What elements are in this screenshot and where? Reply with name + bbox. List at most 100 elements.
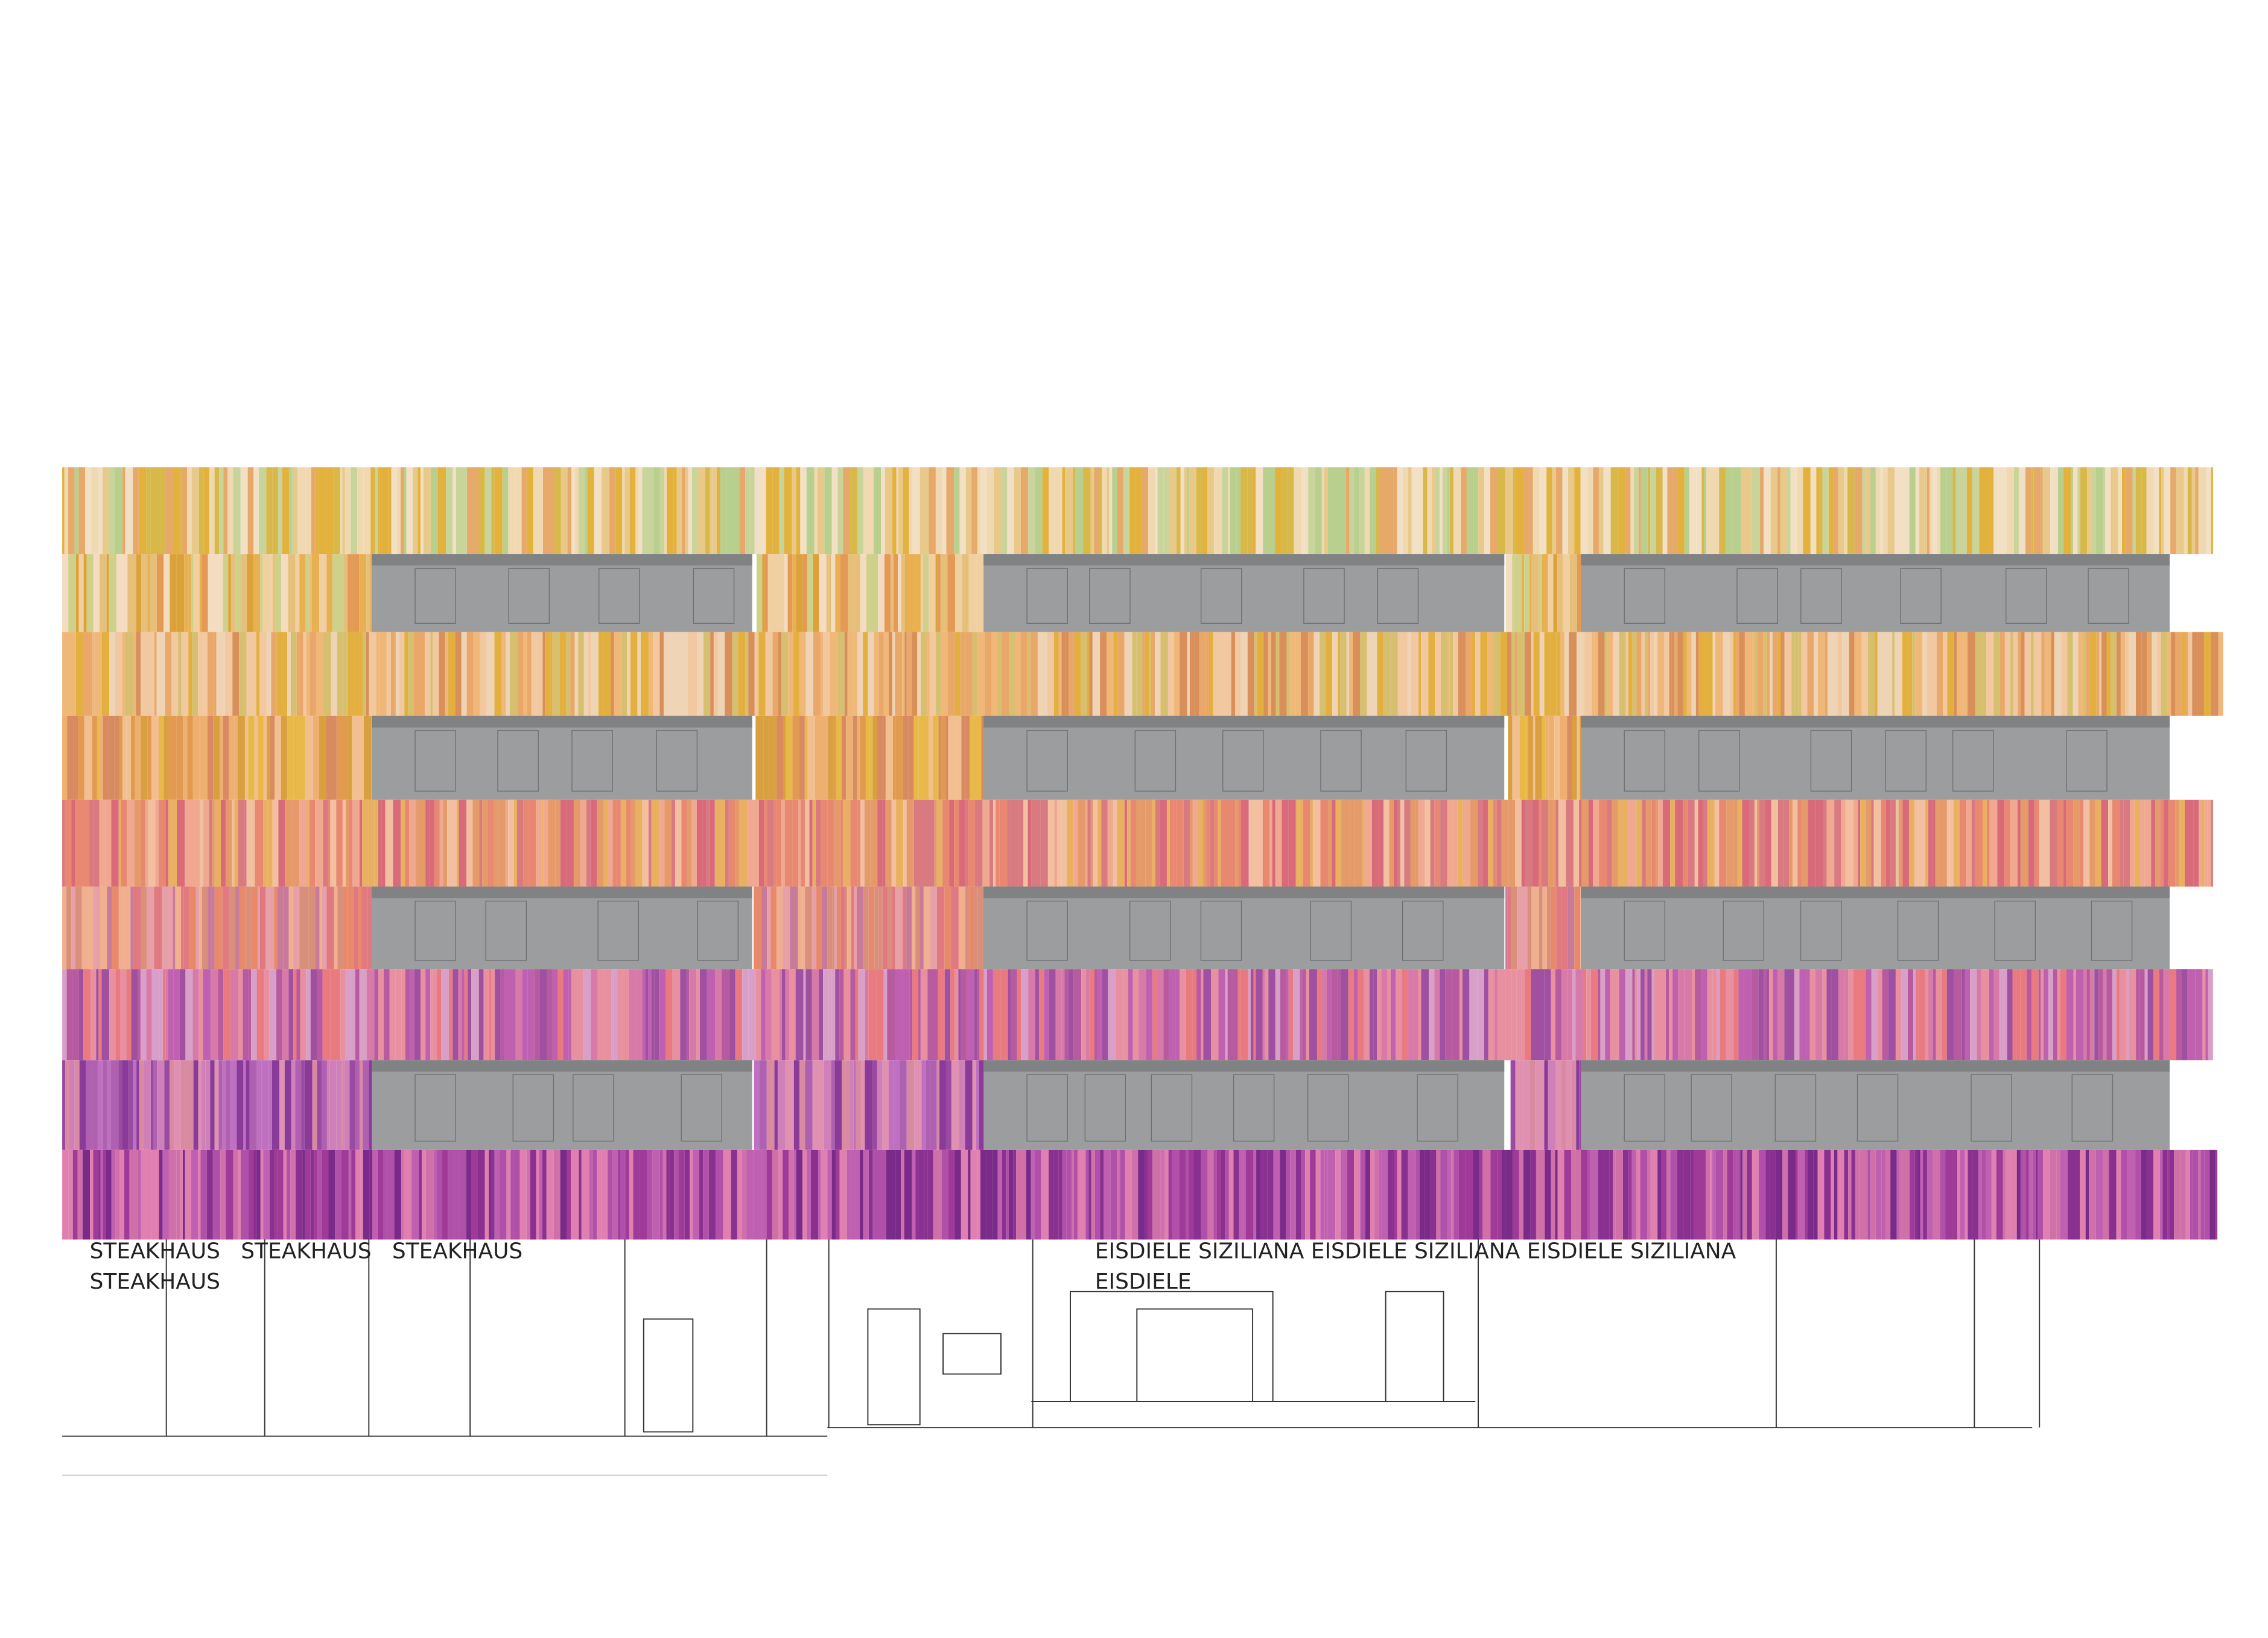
facade-stripe bbox=[1955, 467, 1961, 554]
facade-stripe bbox=[888, 886, 892, 970]
facade-stripe bbox=[1834, 799, 1841, 887]
facade-stripe bbox=[2200, 1149, 2205, 1240]
facade-stripe bbox=[425, 1149, 434, 1240]
facade-stripe bbox=[903, 716, 909, 800]
facade-stripe bbox=[920, 632, 927, 716]
facade-stripe bbox=[466, 1149, 472, 1240]
facade-stripe bbox=[424, 632, 431, 716]
facade-stripe bbox=[1548, 799, 1554, 887]
facade-stripe bbox=[652, 1149, 660, 1240]
facade-stripe bbox=[1564, 1149, 1572, 1240]
facade-stripe bbox=[885, 799, 892, 887]
facade-stripe bbox=[1236, 467, 1240, 554]
facade-stripe bbox=[122, 554, 128, 632]
facade-stripe bbox=[1516, 969, 1522, 1061]
facade-stripe bbox=[1712, 1149, 1716, 1240]
facade-stripe bbox=[2198, 467, 2206, 554]
facade-stripe bbox=[394, 1149, 402, 1240]
facade-stripe bbox=[612, 799, 617, 887]
facade-stripe bbox=[501, 632, 506, 716]
facade-stripe bbox=[686, 969, 690, 1061]
facade-stripe bbox=[1115, 969, 1123, 1061]
facade-stripe bbox=[819, 554, 827, 632]
facade-stripe bbox=[804, 799, 810, 887]
facade-stripe bbox=[972, 632, 977, 716]
facade-stripe bbox=[1759, 467, 1764, 554]
facade-stripe bbox=[756, 554, 763, 632]
facade-stripe bbox=[1169, 467, 1174, 554]
facade-stripe bbox=[1628, 632, 1632, 716]
facade-stripe bbox=[1793, 799, 1798, 887]
facade-stripe bbox=[1523, 467, 1529, 554]
facade-stripe bbox=[608, 799, 613, 887]
facade-stripe bbox=[343, 554, 348, 632]
facade-stripe bbox=[2017, 799, 2021, 887]
facade-stripe bbox=[83, 969, 91, 1061]
facade-stripe bbox=[777, 886, 783, 970]
facade-stripe bbox=[989, 799, 994, 887]
facade-stripe bbox=[598, 632, 603, 716]
facade-stripe bbox=[336, 799, 343, 887]
facade-stripe bbox=[173, 969, 180, 1061]
facade-stripe bbox=[876, 969, 884, 1061]
facade-stripe bbox=[767, 799, 774, 887]
facade-stripe bbox=[1169, 969, 1176, 1061]
facade-stripe bbox=[1172, 1149, 1180, 1240]
door bbox=[643, 1318, 694, 1433]
facade-stripe bbox=[785, 1060, 792, 1150]
facade-stripe bbox=[315, 886, 320, 970]
window-frame bbox=[1310, 900, 1352, 961]
facade-stripe bbox=[141, 799, 146, 887]
facade-stripe bbox=[1324, 467, 1328, 554]
facade-stripe bbox=[912, 886, 916, 970]
facade-stripe bbox=[870, 554, 878, 632]
facade-stripe bbox=[1750, 1149, 1752, 1240]
facade-stripe bbox=[1377, 969, 1382, 1061]
facade-stripe bbox=[1692, 969, 1695, 1061]
facade-stripe bbox=[1801, 969, 1806, 1061]
facade-stripe bbox=[337, 886, 344, 970]
facade-stripe bbox=[1544, 1060, 1548, 1150]
facade-stripe bbox=[351, 1149, 355, 1240]
facade-stripe bbox=[620, 1149, 626, 1240]
facade-stripe bbox=[1533, 467, 1540, 554]
facade-stripe bbox=[1180, 467, 1184, 554]
facade-stripe bbox=[1524, 969, 1531, 1061]
facade-stripe bbox=[1380, 467, 1386, 554]
facade-stripe bbox=[409, 799, 416, 887]
facade-stripe bbox=[1132, 632, 1137, 716]
facade-stripe bbox=[1940, 1149, 1946, 1240]
facade-stripe bbox=[841, 716, 847, 800]
facade-stripe bbox=[1017, 969, 1021, 1061]
facade-stripe bbox=[1660, 467, 1663, 554]
facade-stripe bbox=[484, 1149, 489, 1240]
facade-stripe bbox=[383, 1149, 387, 1240]
facade-stripe bbox=[1505, 467, 1513, 554]
facade-stripe bbox=[574, 632, 579, 716]
facade-stripe bbox=[2195, 969, 2203, 1061]
facade-stripe bbox=[1100, 1149, 1104, 1240]
facade-stripe bbox=[915, 554, 921, 632]
facade-stripe bbox=[1151, 632, 1155, 716]
facade-stripe bbox=[316, 632, 324, 716]
window-panel bbox=[983, 886, 1505, 970]
facade-stripe bbox=[840, 799, 843, 887]
facade-stripe bbox=[720, 467, 727, 554]
facade-stripe bbox=[310, 969, 317, 1061]
facade-stripe bbox=[1374, 1149, 1379, 1240]
facade-stripe bbox=[827, 886, 833, 970]
facade-stripe bbox=[1078, 799, 1085, 887]
facade-stripe bbox=[1108, 969, 1116, 1061]
facade-stripe bbox=[303, 886, 309, 970]
facade-stripe bbox=[716, 1149, 723, 1240]
facade-stripe bbox=[2141, 467, 2147, 554]
facade-stripe bbox=[608, 1149, 612, 1240]
facade-stripe bbox=[128, 1060, 133, 1150]
facade-stripe bbox=[594, 467, 602, 554]
facade-stripe bbox=[603, 632, 611, 716]
facade-stripe bbox=[543, 467, 549, 554]
facade-stripe bbox=[842, 799, 851, 887]
facade-stripe bbox=[380, 467, 386, 554]
facade-stripe bbox=[993, 799, 996, 887]
facade-stripe bbox=[96, 969, 99, 1061]
